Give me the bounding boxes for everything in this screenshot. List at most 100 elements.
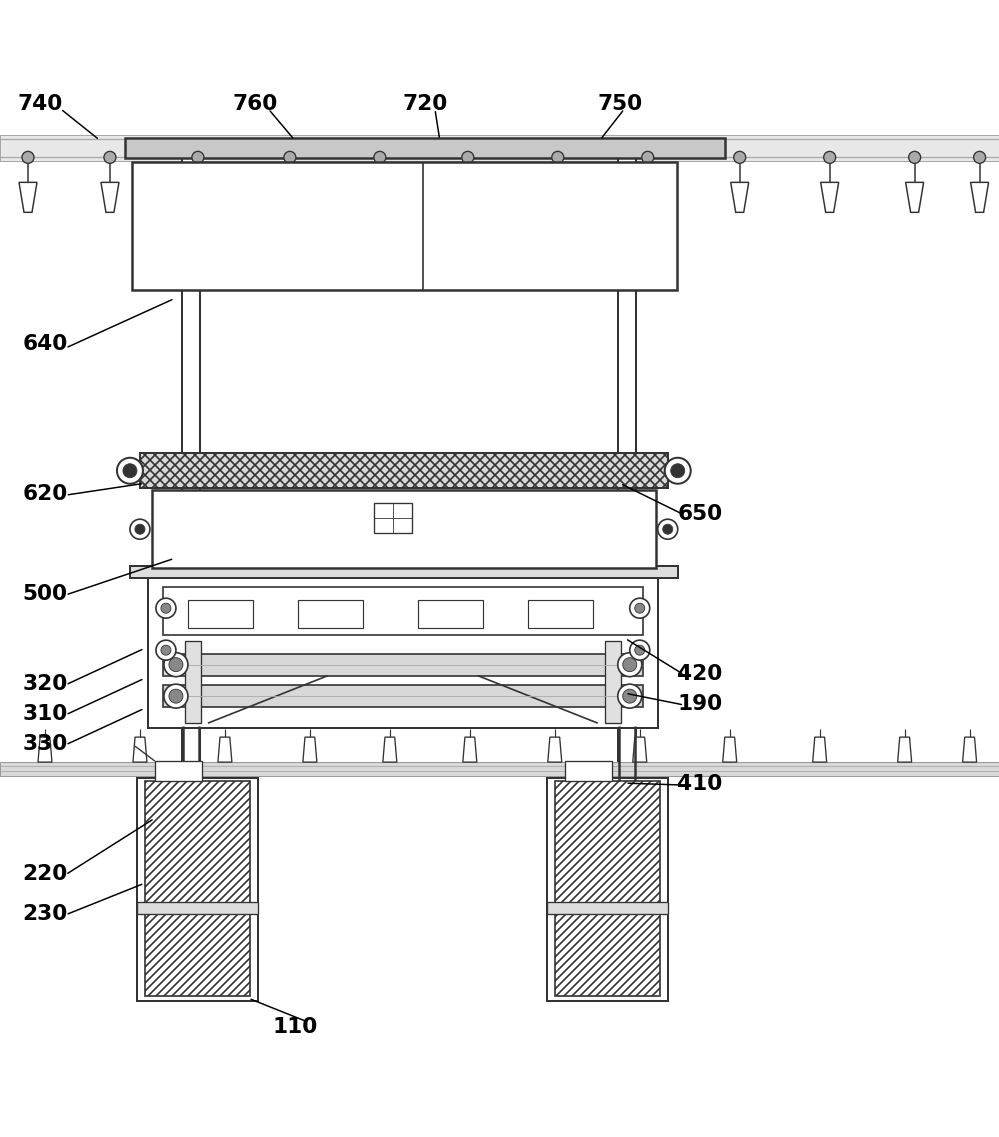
- Bar: [163, 588, 642, 636]
- Circle shape: [670, 464, 684, 478]
- Bar: [554, 781, 659, 911]
- Bar: [617, 159, 635, 783]
- Circle shape: [641, 152, 653, 164]
- Circle shape: [135, 524, 145, 534]
- Circle shape: [169, 658, 183, 672]
- Polygon shape: [905, 183, 923, 213]
- Text: 720: 720: [402, 94, 448, 114]
- Circle shape: [117, 458, 143, 484]
- Circle shape: [629, 640, 649, 661]
- Bar: [132, 163, 676, 291]
- Text: 640: 640: [22, 334, 68, 354]
- Bar: [163, 654, 642, 675]
- Polygon shape: [459, 183, 477, 213]
- Bar: [145, 781, 250, 911]
- Text: 190: 190: [676, 694, 722, 713]
- Circle shape: [617, 684, 641, 708]
- Text: 410: 410: [676, 773, 722, 794]
- Circle shape: [22, 152, 34, 164]
- Text: 760: 760: [232, 94, 278, 114]
- Text: 740: 740: [17, 94, 63, 114]
- Text: 220: 220: [22, 863, 68, 883]
- Bar: [137, 779, 258, 1001]
- Circle shape: [462, 152, 474, 164]
- Bar: [546, 779, 667, 1001]
- Circle shape: [634, 604, 644, 614]
- Bar: [298, 600, 363, 629]
- Polygon shape: [548, 183, 566, 213]
- Polygon shape: [133, 737, 147, 762]
- Polygon shape: [281, 183, 299, 213]
- Circle shape: [123, 464, 137, 478]
- Polygon shape: [218, 737, 232, 762]
- Polygon shape: [303, 737, 317, 762]
- Bar: [163, 686, 642, 707]
- Polygon shape: [547, 737, 561, 762]
- Circle shape: [192, 152, 204, 164]
- Polygon shape: [19, 183, 37, 213]
- Circle shape: [164, 684, 188, 708]
- Circle shape: [823, 152, 835, 164]
- Circle shape: [664, 458, 690, 484]
- Bar: [152, 490, 655, 568]
- Bar: [145, 911, 250, 996]
- Text: 230: 230: [22, 903, 68, 923]
- Text: 320: 320: [22, 673, 68, 694]
- Polygon shape: [638, 183, 656, 213]
- Circle shape: [733, 152, 745, 164]
- Text: 500: 500: [22, 583, 68, 604]
- Circle shape: [657, 520, 677, 540]
- Circle shape: [169, 689, 183, 704]
- Bar: [527, 600, 592, 629]
- Circle shape: [622, 689, 636, 704]
- Bar: [0, 136, 999, 161]
- Polygon shape: [730, 183, 748, 213]
- Polygon shape: [820, 183, 838, 213]
- Bar: [554, 911, 659, 996]
- Bar: [155, 762, 202, 781]
- Bar: [140, 454, 667, 489]
- Bar: [418, 600, 483, 629]
- Text: 750: 750: [596, 94, 642, 114]
- Polygon shape: [962, 737, 976, 762]
- Circle shape: [156, 640, 176, 661]
- Circle shape: [104, 152, 116, 164]
- Bar: [125, 139, 724, 159]
- Bar: [374, 504, 412, 533]
- Polygon shape: [722, 737, 736, 762]
- Circle shape: [284, 152, 296, 164]
- Bar: [182, 159, 200, 783]
- Polygon shape: [189, 183, 207, 213]
- Bar: [148, 579, 657, 729]
- Polygon shape: [897, 737, 911, 762]
- Polygon shape: [970, 183, 988, 213]
- Bar: [185, 641, 201, 723]
- Text: 620: 620: [22, 483, 68, 504]
- Circle shape: [617, 653, 641, 677]
- Circle shape: [164, 653, 188, 677]
- Circle shape: [374, 152, 386, 164]
- Polygon shape: [371, 183, 389, 213]
- Text: 110: 110: [272, 1016, 318, 1036]
- Polygon shape: [463, 737, 477, 762]
- Text: 310: 310: [22, 704, 68, 723]
- Circle shape: [973, 152, 985, 164]
- Text: 330: 330: [22, 733, 68, 754]
- Text: 420: 420: [676, 663, 722, 683]
- Text: 650: 650: [676, 504, 722, 523]
- Polygon shape: [101, 183, 119, 213]
- Bar: [137, 903, 258, 914]
- Circle shape: [161, 604, 171, 614]
- Circle shape: [622, 658, 636, 672]
- Circle shape: [161, 646, 171, 655]
- Circle shape: [629, 598, 649, 619]
- Circle shape: [662, 524, 672, 534]
- Circle shape: [156, 598, 176, 619]
- Circle shape: [130, 520, 150, 540]
- Polygon shape: [812, 737, 826, 762]
- Bar: [130, 566, 677, 579]
- Polygon shape: [38, 737, 52, 762]
- Circle shape: [908, 152, 920, 164]
- Polygon shape: [383, 737, 397, 762]
- Bar: [188, 600, 253, 629]
